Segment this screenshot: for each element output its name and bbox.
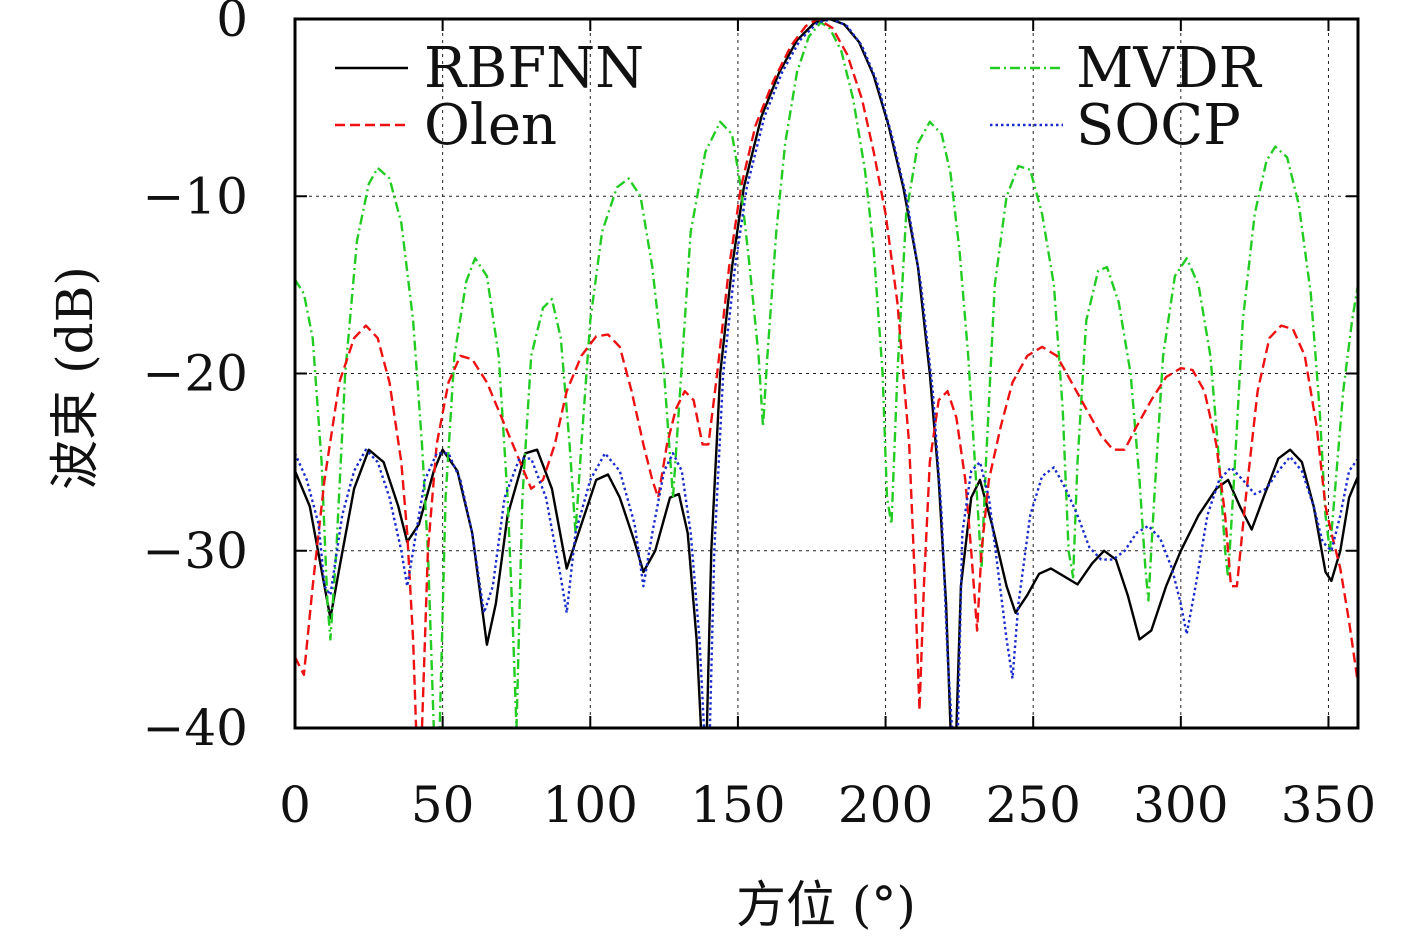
y-tick-label: −10	[142, 167, 248, 225]
x-axis-title: 方位 (°)	[736, 876, 916, 934]
y-tick-label: 0	[216, 0, 248, 48]
series-line-socp	[295, 19, 1358, 728]
series-line-rbfnn	[295, 19, 1358, 728]
x-tick-label: 350	[1281, 776, 1376, 834]
x-tick-label: 200	[838, 776, 933, 834]
legend-label-socp: SOCP	[1076, 93, 1241, 158]
legend-label-rbfnn: RBFNN	[424, 36, 644, 101]
legend-label-mvdr: MVDR	[1076, 36, 1263, 101]
x-tick-label: 50	[411, 776, 475, 834]
x-tick-label: 0	[279, 776, 311, 834]
tick-labels: 0 50 100 150 200 250 300 350 0 −10 −20 −30 −40	[142, 0, 1376, 834]
x-tick-label: 300	[1133, 776, 1228, 834]
x-tick-label: 250	[985, 776, 1080, 834]
y-tick-label: −20	[142, 345, 248, 403]
y-tick-label: −30	[142, 522, 248, 580]
series-line-mvdr	[295, 21, 1358, 728]
y-tick-label: −40	[142, 699, 248, 757]
x-tick-label: 100	[543, 776, 638, 834]
legend-label-olen: Olen	[424, 93, 557, 158]
series-line-olen	[295, 19, 1358, 728]
series-layer	[295, 19, 1358, 728]
x-tick-label: 150	[690, 776, 785, 834]
axis-ticks	[294, 18, 1358, 729]
y-axis-title: 波束 (dB)	[46, 266, 104, 490]
